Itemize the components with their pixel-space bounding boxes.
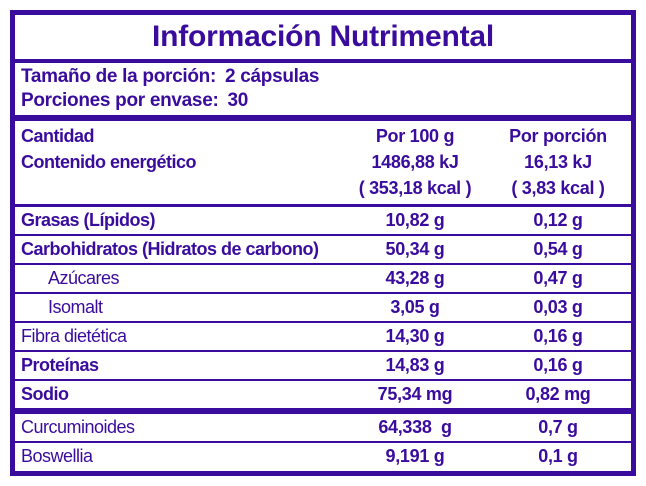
servings-per-container-value: 30: [227, 90, 249, 111]
per-serving-column-header: Por porción: [509, 125, 607, 146]
active-row-curcuminoids: Curcuminoides 64,338 g 0,7 g: [15, 414, 631, 441]
nutrient-label: Carbohidratos (Hidratos de carbono): [21, 239, 319, 259]
energy-per-serving-kcal: ( 3,83 kcal ): [511, 177, 605, 198]
servings-per-container-label: Porciones por envase:: [21, 90, 219, 111]
nutrient-label: Curcuminoides: [21, 417, 135, 437]
row-divider: [15, 441, 631, 443]
row-divider: [15, 379, 631, 381]
nutrient-row-sodium: Sodio 75,34 mg 0,82 mg: [15, 381, 631, 408]
nutrient-per-serving: 0,47 g: [533, 268, 583, 288]
nutrient-per-100g: 75,34 mg: [377, 384, 453, 404]
title-divider: [15, 59, 631, 63]
amount-label: Cantidad: [21, 125, 95, 146]
nutrient-per-serving: 0,54 g: [533, 239, 583, 259]
nutrient-per-serving: 0,82 mg: [525, 384, 591, 404]
servings-per-container-line: Porciones por envase: 30: [21, 89, 631, 113]
nutrition-facts-label: Información Nutrimental Tamaño de la por…: [10, 10, 636, 476]
row-divider: [15, 234, 631, 236]
nutrient-per-100g: 43,28 g: [385, 268, 445, 288]
nutrient-per-100g: 9,191 g: [385, 446, 445, 466]
nutrient-label: Sodio: [21, 384, 69, 404]
row-divider: [15, 350, 631, 352]
serving-size-label: Tamaño de la porción:: [21, 66, 216, 87]
per-100g-column-header: Por 100 g: [375, 125, 455, 146]
section-divider: [15, 115, 631, 121]
nutrient-per-serving: 0,16 g: [533, 355, 583, 375]
header-divider: [15, 204, 631, 207]
energy-per-100g-kcal: ( 353,18 kcal ): [358, 177, 472, 198]
row-divider: [15, 263, 631, 265]
nutrient-label: Grasas (Lípidos): [21, 210, 156, 230]
nutrient-per-serving: 0,03 g: [533, 297, 583, 317]
nutrient-per-serving: 0,7 g: [538, 417, 578, 437]
energy-row-kcal: ( 353,18 kcal ) ( 3,83 kcal ): [15, 175, 631, 201]
nutrient-row-isomalt: Isomalt 3,05 g 0,03 g: [15, 294, 631, 321]
serving-size-line: Tamaño de la porción: 2 cápsulas: [21, 65, 631, 89]
nutrient-label: Azúcares: [48, 268, 120, 288]
nutrient-per-100g: 50,34 g: [385, 239, 445, 259]
energy-row-kj: Contenido energético 1486,88 kJ 16,13 kJ: [15, 149, 631, 175]
label-title: Información Nutrimental: [151, 20, 495, 53]
nutrient-row-fat: Grasas (Lípidos) 10,82 g 0,12 g: [15, 207, 631, 234]
row-divider: [15, 292, 631, 294]
nutrient-per-100g: 14,30 g: [385, 326, 445, 346]
nutrient-row-sugars: Azúcares 43,28 g 0,47 g: [15, 265, 631, 292]
energy-per-serving-kj: 16,13 kJ: [524, 151, 592, 172]
nutrient-label: Fibra dietética: [21, 326, 127, 346]
section-divider: [15, 408, 631, 414]
nutrient-row-protein: Proteínas 14,83 g 0,16 g: [15, 352, 631, 379]
nutrient-label: Proteínas: [21, 355, 99, 375]
nutrient-per-100g: 64,338 g: [378, 417, 452, 437]
nutrient-per-serving: 0,12 g: [533, 210, 583, 230]
nutrient-label: Boswellia: [21, 446, 93, 466]
column-header-row: Cantidad Por 100 g Por porción: [15, 123, 631, 149]
serving-info-section: Tamaño de la porción: 2 cápsulas Porcion…: [15, 63, 631, 115]
nutrient-per-serving: 0,1 g: [538, 446, 578, 466]
row-divider: [15, 321, 631, 323]
nutrient-per-100g: 10,82 g: [385, 210, 445, 230]
nutrient-per-serving: 0,16 g: [533, 326, 583, 346]
nutrient-row-carbohydrates: Carbohidratos (Hidratos de carbono) 50,3…: [15, 236, 631, 263]
energy-per-100g-kj: 1486,88 kJ: [371, 151, 459, 172]
nutrient-row-fiber: Fibra dietética 14,30 g 0,16 g: [15, 323, 631, 350]
nutrient-label: Isomalt: [48, 297, 103, 317]
active-row-boswellia: Boswellia 9,191 g 0,1 g: [15, 443, 631, 470]
nutrient-per-100g: 3,05 g: [390, 297, 440, 317]
serving-size-value: 2 cápsulas: [224, 66, 320, 87]
nutrient-per-100g: 14,83 g: [385, 355, 445, 375]
column-header-section: Cantidad Por 100 g Por porción Contenido…: [15, 121, 631, 204]
energy-label: Contenido energético: [21, 151, 197, 172]
